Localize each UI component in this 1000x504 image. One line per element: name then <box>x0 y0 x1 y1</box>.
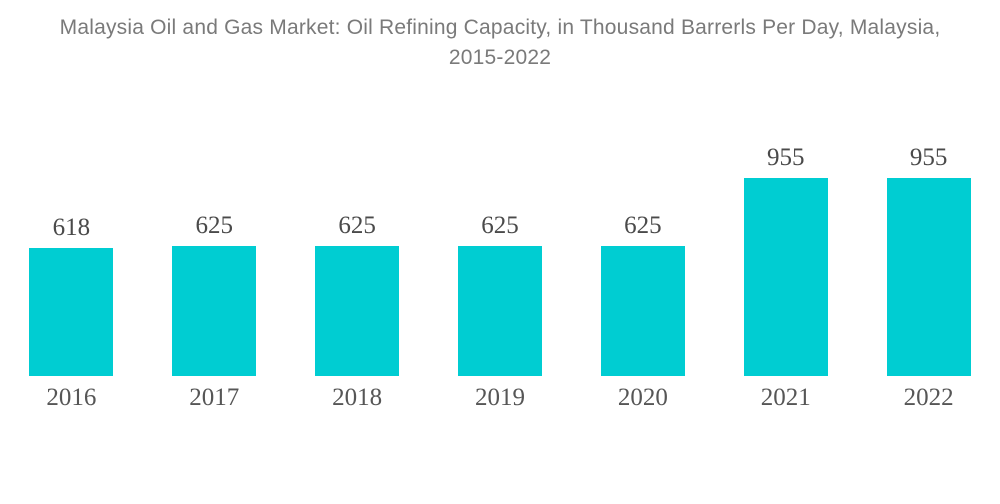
bar-value-label: 618 <box>52 214 91 241</box>
bar-2017 <box>172 246 257 376</box>
bar-2018 <box>315 246 400 376</box>
bar-2021 <box>743 178 828 376</box>
bar-value-label: 625 <box>481 212 519 239</box>
chart-title: Malaysia Oil and Gas Market: Oil Refinin… <box>0 13 1000 73</box>
bar-2022 <box>886 178 971 376</box>
x-axis-tick-label: 2018 <box>332 384 383 411</box>
plot-area: 618 625 625 625 625 955 955 <box>0 0 1000 376</box>
x-axis-tick-label: 2017 <box>189 384 240 411</box>
bar-value-label: 955 <box>909 144 948 171</box>
bar-2020 <box>600 246 685 376</box>
x-axis-tick-label: 2020 <box>617 384 668 411</box>
bar-2016 <box>29 248 114 376</box>
bar-2019 <box>458 246 542 376</box>
x-axis-tick-label: 2021 <box>760 384 811 411</box>
chart-title-line-1: Malaysia Oil and Gas Market: Oil Refinin… <box>59 16 941 39</box>
bar-column: 625 <box>429 0 572 376</box>
bar-value-label: 625 <box>624 212 662 239</box>
x-axis-tick-label: 2022 <box>903 384 954 411</box>
x-axis-tick-label: 2019 <box>475 384 525 411</box>
bar-column: 618 <box>0 0 143 376</box>
bar-value-label: 625 <box>195 212 234 239</box>
bar-column: 625 <box>571 0 714 376</box>
x-axis-tick-label: 2016 <box>46 384 97 411</box>
bar-column: 625 <box>143 0 286 376</box>
bar-column: 955 <box>857 0 1000 376</box>
bar-value-label: 955 <box>766 144 805 171</box>
bar-value-label: 625 <box>338 212 376 239</box>
bar-column: 625 <box>286 0 429 376</box>
bar-column: 955 <box>714 0 857 376</box>
chart-title-line-2: 2015-2022 <box>448 46 552 69</box>
x-axis: 2016 2017 2018 2019 2020 2021 2022 <box>0 384 1000 412</box>
